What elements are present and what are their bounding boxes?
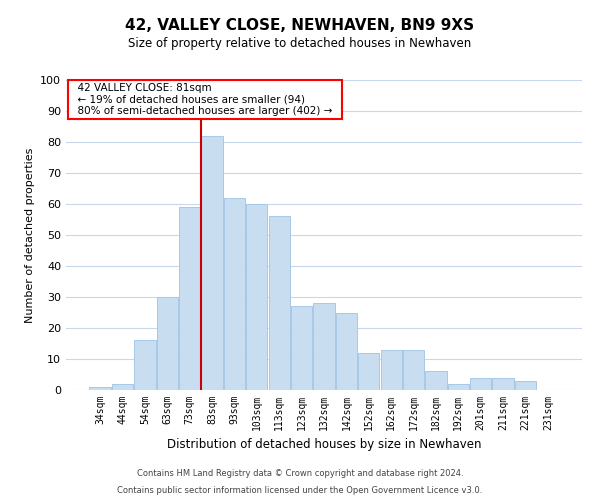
Text: Contains public sector information licensed under the Open Government Licence v3: Contains public sector information licen… (118, 486, 482, 495)
Bar (224, 198, 245, 390)
Text: Size of property relative to detached houses in Newhaven: Size of property relative to detached ho… (128, 38, 472, 51)
Bar (202, 136, 223, 390)
Bar (112, 384, 133, 390)
Bar (269, 216, 290, 390)
Bar (89, 387, 111, 390)
Bar (403, 350, 424, 390)
Bar (134, 340, 155, 390)
Bar (291, 306, 312, 390)
Bar (380, 350, 402, 390)
Y-axis label: Number of detached properties: Number of detached properties (25, 148, 35, 322)
Bar (313, 303, 335, 390)
Bar (470, 378, 491, 390)
X-axis label: Distribution of detached houses by size in Newhaven: Distribution of detached houses by size … (167, 438, 481, 452)
Bar (157, 297, 178, 390)
Bar (246, 204, 268, 390)
Text: Contains HM Land Registry data © Crown copyright and database right 2024.: Contains HM Land Registry data © Crown c… (137, 468, 463, 477)
Bar (336, 312, 357, 390)
Bar (515, 380, 536, 390)
Bar (448, 384, 469, 390)
Bar (493, 378, 514, 390)
Bar (358, 353, 379, 390)
Text: 42, VALLEY CLOSE, NEWHAVEN, BN9 9XS: 42, VALLEY CLOSE, NEWHAVEN, BN9 9XS (125, 18, 475, 32)
Bar (179, 207, 200, 390)
Text: 42 VALLEY CLOSE: 81sqm  
  ← 19% of detached houses are smaller (94)  
  80% of : 42 VALLEY CLOSE: 81sqm ← 19% of detached… (71, 83, 339, 116)
Bar (425, 372, 446, 390)
